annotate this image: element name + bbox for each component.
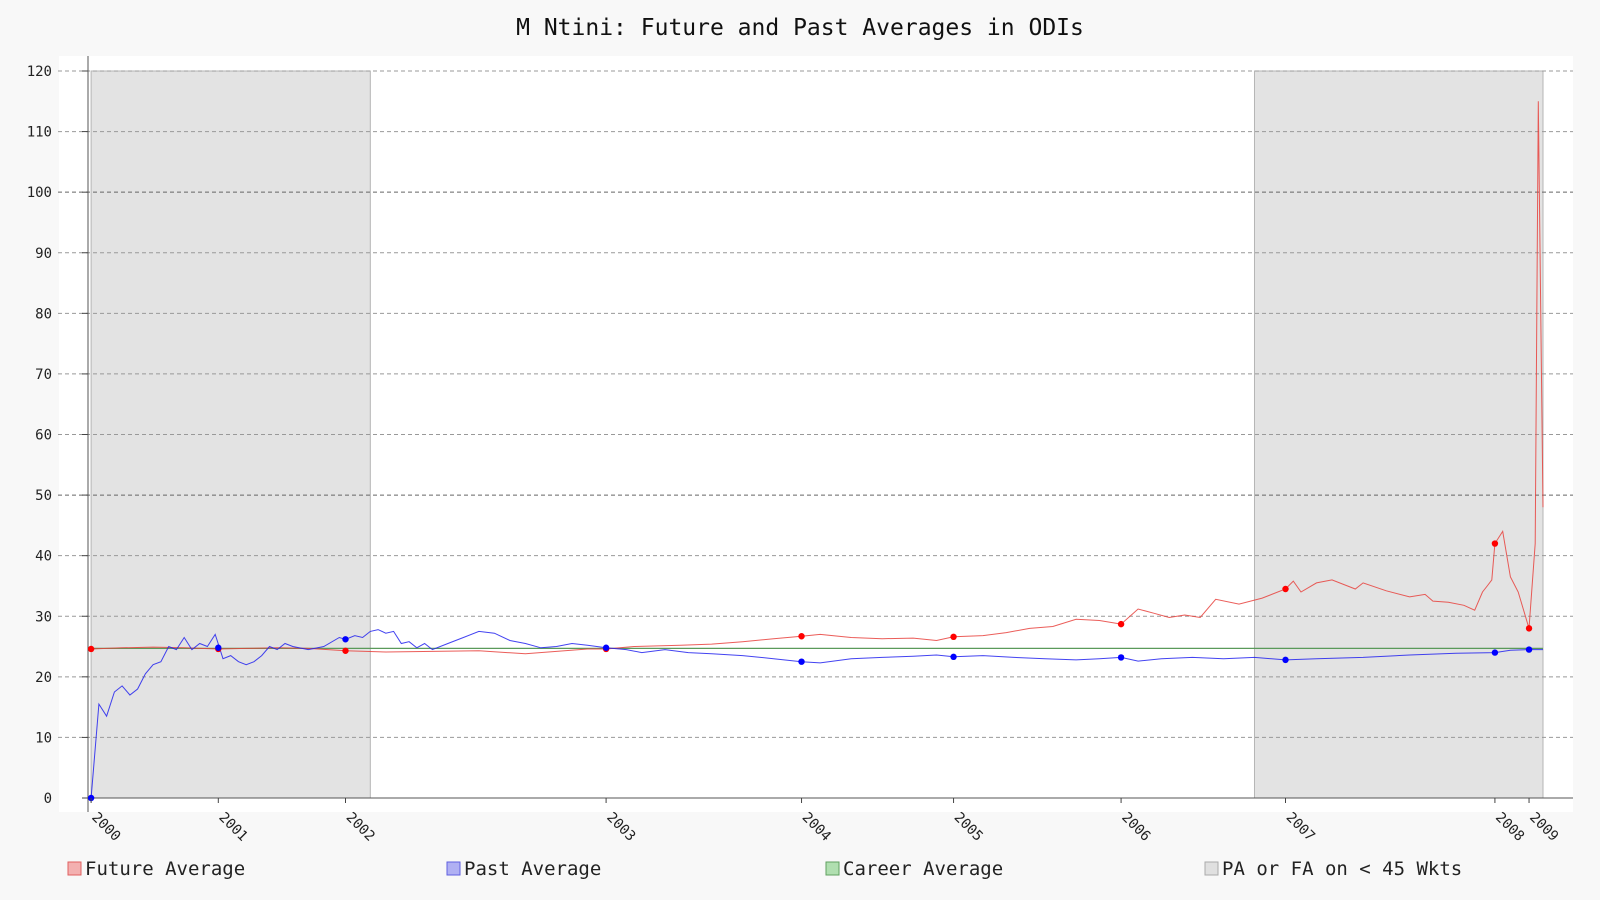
legend-swatch-4 <box>1204 861 1219 876</box>
y-tick-label-0: 0 <box>44 791 52 807</box>
past-marker-9 <box>1491 649 1499 656</box>
y-tick-label-80: 80 <box>35 306 52 322</box>
past-marker-8 <box>1282 656 1289 664</box>
y-gridlines <box>58 70 1573 738</box>
past-marker-5 <box>798 658 805 665</box>
y-tick-label-70: 70 <box>35 367 52 383</box>
x-tick-label-2004: 2004 <box>799 810 834 845</box>
series-markers <box>87 540 1533 802</box>
future-marker-10 <box>1525 625 1533 632</box>
y-tick-label-110: 110 <box>27 125 52 141</box>
future-marker-1 <box>87 645 95 653</box>
x-tick-label-2005: 2005 <box>951 810 986 845</box>
past-marker-6 <box>950 653 957 661</box>
x-tick-label-2001: 2001 <box>215 810 250 845</box>
legend-label-1: Future Average <box>85 858 245 880</box>
x-tick-label-2007: 2007 <box>1283 810 1318 845</box>
y-tick-label-20: 20 <box>35 670 52 686</box>
legend-swatch-1 <box>67 861 82 876</box>
y-tick-label-120: 120 <box>27 64 52 80</box>
past-marker-3 <box>342 636 349 643</box>
y-tick-label-90: 90 <box>35 246 52 262</box>
legend-label-4: PA or FA on < 45 Wkts <box>1222 858 1462 880</box>
y-tick-label-50: 50 <box>35 488 52 504</box>
series-lines <box>88 101 1544 799</box>
legend-label-3: Career Average <box>843 858 1003 880</box>
chart-title: M Ntini: Future and Past Averages in ODI… <box>516 15 1084 41</box>
legend: Future Average Past Average Career Average… <box>67 858 1462 880</box>
x-tick-label-2000: 2000 <box>88 810 123 845</box>
y-tick-label-100: 100 <box>27 185 52 201</box>
x-tick-label-2003: 2003 <box>603 810 638 845</box>
past-marker-4 <box>602 644 610 651</box>
legend-swatch-3 <box>825 861 840 876</box>
y-axis-ticks: 0 10 20 30 40 50 60 70 80 90 100 110 120 <box>27 64 88 807</box>
y-tick-label-60: 60 <box>35 428 52 444</box>
x-tick-label-2006: 2006 <box>1118 810 1153 845</box>
past-marker-7 <box>1117 654 1125 661</box>
shaded-region-1 <box>90 70 371 799</box>
past-marker-2 <box>215 644 222 651</box>
legend-swatch-2 <box>446 861 461 876</box>
past-marker-10 <box>1525 646 1533 653</box>
y-tick-label-40: 40 <box>35 549 52 565</box>
future-marker-9 <box>1491 540 1499 547</box>
series-line-future-average <box>91 101 1544 655</box>
y-tick-label-30: 30 <box>35 609 52 625</box>
x-tick-label-2002: 2002 <box>343 810 378 845</box>
future-marker-6 <box>950 633 957 641</box>
legend-label-2: Past Average <box>464 858 601 880</box>
series-line-past-average <box>90 629 1543 799</box>
future-marker-5 <box>798 633 805 640</box>
x-tick-label-2009: 2009 <box>1526 810 1561 845</box>
y-tick-label-10: 10 <box>35 730 52 746</box>
future-marker-8 <box>1282 585 1289 593</box>
future-marker-7 <box>1117 620 1125 628</box>
axes <box>87 56 1573 812</box>
future-marker-3 <box>342 647 349 654</box>
x-tick-label-2008: 2008 <box>1492 810 1527 845</box>
